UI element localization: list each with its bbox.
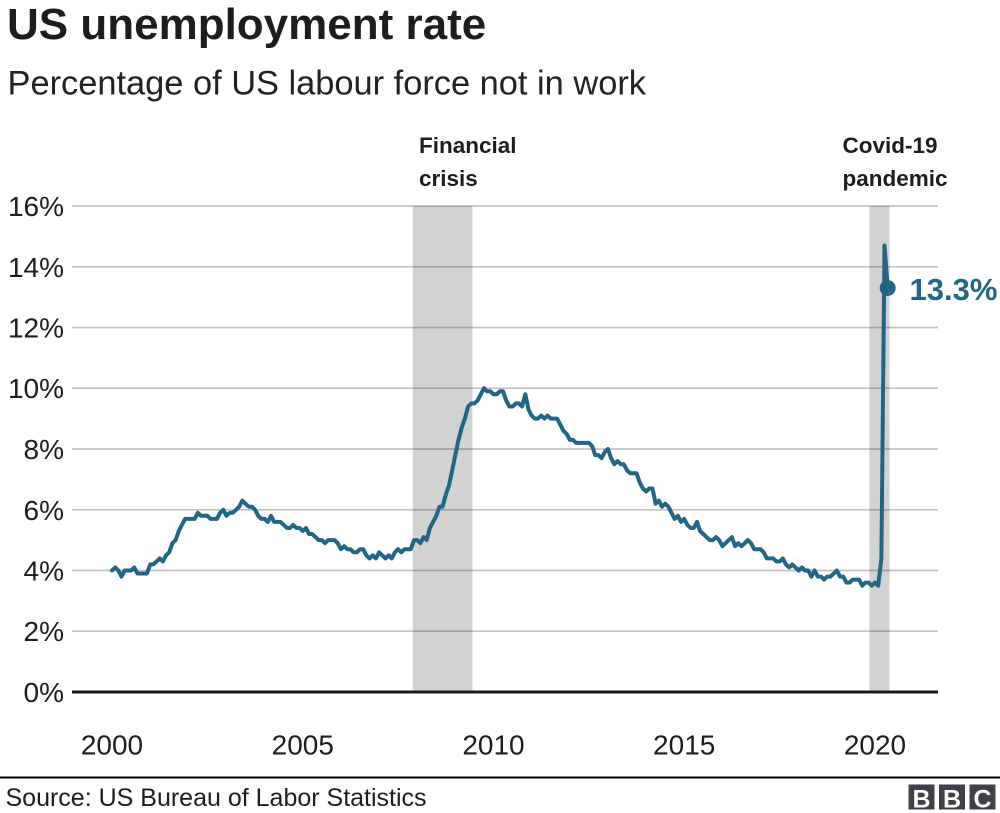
svg-text:14%: 14%: [8, 252, 64, 283]
svg-text:16%: 16%: [8, 191, 64, 222]
svg-text:crisis: crisis: [419, 166, 478, 191]
svg-text:2015: 2015: [653, 730, 715, 761]
svg-text:13.3%: 13.3%: [910, 272, 998, 307]
svg-text:Financial: Financial: [419, 133, 517, 158]
svg-text:2000: 2000: [81, 730, 143, 761]
svg-text:12%: 12%: [8, 313, 64, 344]
svg-text:US unemployment rate: US unemployment rate: [7, 0, 486, 49]
svg-text:C: C: [973, 786, 991, 813]
svg-text:0%: 0%: [24, 677, 64, 708]
svg-text:Percentage of US labour force: Percentage of US labour force not in wor…: [8, 65, 647, 103]
svg-text:B: B: [912, 786, 930, 813]
svg-text:2010: 2010: [462, 730, 524, 761]
svg-text:4%: 4%: [24, 556, 64, 587]
svg-text:6%: 6%: [24, 495, 64, 526]
svg-text:Source: US Bureau of Labor Sta: Source: US Bureau of Labor Statistics: [6, 784, 427, 812]
svg-text:pandemic: pandemic: [843, 166, 948, 191]
svg-text:8%: 8%: [24, 434, 64, 465]
svg-text:2020: 2020: [844, 730, 906, 761]
svg-text:2005: 2005: [272, 730, 334, 761]
svg-text:B: B: [943, 786, 961, 813]
svg-text:10%: 10%: [8, 373, 64, 404]
svg-text:Covid-19: Covid-19: [843, 133, 938, 158]
svg-text:2%: 2%: [24, 616, 64, 647]
